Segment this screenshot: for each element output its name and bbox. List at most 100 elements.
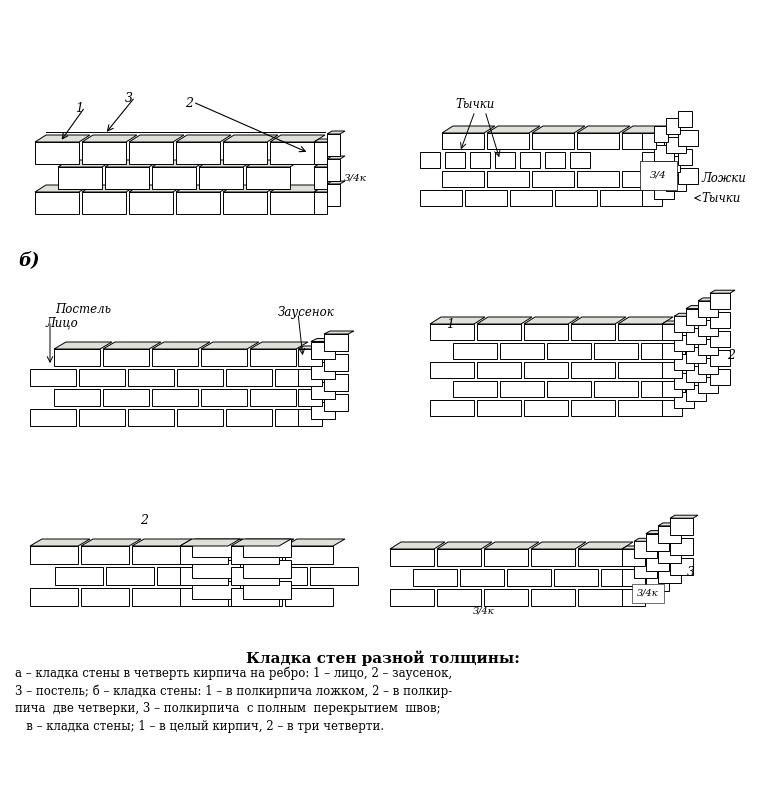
Polygon shape [176,192,220,214]
Polygon shape [622,569,645,586]
Polygon shape [327,181,345,184]
Polygon shape [531,549,575,566]
Polygon shape [554,569,598,586]
Polygon shape [152,160,207,167]
Polygon shape [477,362,521,378]
Polygon shape [35,135,90,142]
Polygon shape [82,192,126,214]
Polygon shape [430,317,485,324]
Polygon shape [524,400,568,416]
Polygon shape [686,347,706,363]
Polygon shape [152,342,210,349]
Polygon shape [642,190,662,206]
Polygon shape [103,389,149,406]
Polygon shape [54,389,100,406]
Text: Постель: Постель [55,303,111,316]
Polygon shape [507,569,551,586]
Polygon shape [698,320,718,336]
Polygon shape [662,362,682,378]
Polygon shape [311,401,335,418]
Polygon shape [642,152,662,168]
Polygon shape [710,312,730,328]
Polygon shape [484,549,528,566]
Polygon shape [437,549,481,566]
Polygon shape [35,192,79,214]
Polygon shape [710,350,730,366]
Polygon shape [226,409,272,426]
Polygon shape [420,152,440,168]
Polygon shape [82,185,137,192]
Polygon shape [327,131,345,134]
Polygon shape [654,126,668,142]
Polygon shape [453,381,497,397]
Polygon shape [390,589,434,606]
Polygon shape [578,589,622,606]
Polygon shape [192,560,240,578]
Polygon shape [250,389,296,406]
Polygon shape [314,192,327,214]
Text: Лицо: Лицо [45,316,78,329]
Polygon shape [35,142,79,164]
Polygon shape [686,309,706,325]
Polygon shape [658,523,686,526]
Polygon shape [487,126,540,133]
Polygon shape [670,515,698,518]
Polygon shape [30,588,78,606]
Polygon shape [129,135,184,142]
Polygon shape [577,126,630,133]
Polygon shape [390,542,445,549]
Text: 1: 1 [446,318,454,331]
Polygon shape [710,290,735,293]
Polygon shape [571,317,626,324]
Polygon shape [324,394,348,411]
Polygon shape [129,185,184,192]
Polygon shape [58,160,113,167]
Text: 3/4: 3/4 [650,171,667,180]
Polygon shape [634,542,657,559]
Polygon shape [226,369,272,386]
Polygon shape [30,546,78,564]
Polygon shape [420,190,462,206]
Polygon shape [192,581,240,599]
Polygon shape [177,369,223,386]
Polygon shape [298,409,322,426]
Polygon shape [314,189,332,192]
Polygon shape [201,349,247,366]
Polygon shape [183,546,231,564]
Polygon shape [285,588,333,606]
Polygon shape [327,156,345,159]
Polygon shape [662,381,682,397]
Polygon shape [311,342,335,359]
Polygon shape [192,539,240,557]
Polygon shape [327,134,340,156]
Polygon shape [311,339,341,342]
Polygon shape [618,400,662,416]
Polygon shape [234,539,294,546]
Polygon shape [223,192,267,214]
Polygon shape [487,171,529,187]
Text: 3: 3 [687,566,695,579]
Polygon shape [524,362,568,378]
Polygon shape [81,588,129,606]
Text: 3/4к: 3/4к [473,607,495,616]
Polygon shape [547,343,591,359]
Polygon shape [152,349,198,366]
Polygon shape [618,362,662,378]
Polygon shape [442,133,484,149]
Polygon shape [201,389,247,406]
Text: 2: 2 [185,97,193,110]
Polygon shape [520,152,540,168]
Polygon shape [577,171,619,187]
Polygon shape [199,167,243,189]
Polygon shape [622,133,664,149]
Polygon shape [311,381,335,398]
Polygon shape [642,171,656,187]
Polygon shape [662,324,682,340]
Polygon shape [413,569,457,586]
Polygon shape [646,530,674,534]
Polygon shape [30,369,76,386]
Polygon shape [666,118,680,134]
Polygon shape [270,185,325,192]
Polygon shape [81,539,141,546]
Polygon shape [686,305,711,309]
